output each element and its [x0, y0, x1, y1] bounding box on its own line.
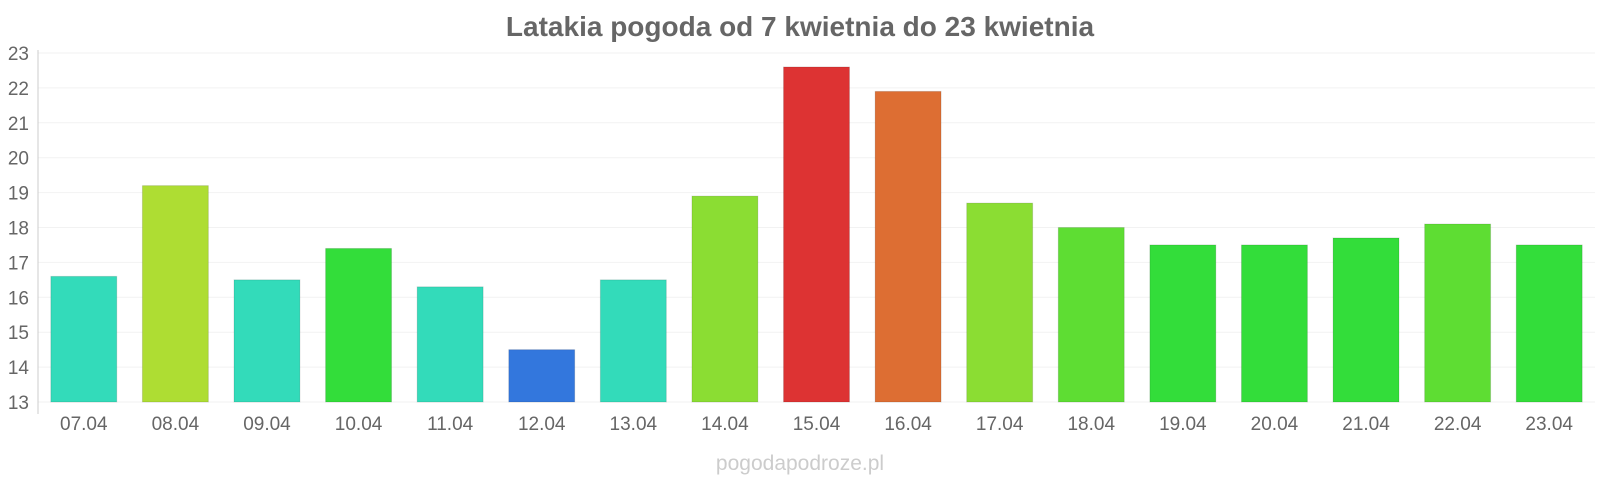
x-tick-label: 15.04: [793, 414, 841, 435]
bar-07.04: [50, 275, 118, 403]
watermark-text: pogodapodroze.pl: [716, 452, 884, 475]
y-tick-label: 13: [8, 393, 29, 414]
x-tick-label: 07.04: [60, 414, 108, 435]
x-tick-label: 19.04: [1159, 414, 1207, 435]
y-tick-label: 17: [8, 253, 29, 274]
bar-12.04: [508, 349, 576, 403]
y-tick-label: 16: [8, 288, 29, 309]
chart-title: Latakia pogoda od 7 kwietnia do 23 kwiet…: [506, 11, 1095, 42]
x-tick-label: 23.04: [1525, 414, 1573, 435]
y-tick-label: 15: [8, 323, 29, 344]
bar-15.04: [783, 66, 850, 403]
bar-16.04: [874, 90, 942, 403]
y-axis-ticks: 13 14 15 16 17 18 19 20 21 22 23: [8, 44, 30, 414]
x-axis-ticks: 07.04 08.04 09.04 10.04 11.04 12.04 13.04 14.04…: [60, 414, 1573, 435]
y-tick-label: 20: [8, 149, 29, 170]
bars: [50, 66, 1583, 403]
y-tick-label: 23: [8, 44, 29, 65]
x-tick-label: 12.04: [518, 414, 566, 435]
y-tick-label: 22: [8, 79, 29, 100]
x-tick-label: 08.04: [152, 414, 200, 435]
y-tick-label: 14: [8, 358, 30, 379]
bar-22.04: [1424, 223, 1492, 403]
bar-10.04: [325, 247, 393, 403]
bar-23.04: [1515, 244, 1583, 403]
bar-20.04: [1240, 244, 1308, 403]
bar-09.04: [233, 279, 301, 403]
x-tick-label: 16.04: [884, 414, 932, 435]
y-tick-label: 18: [8, 219, 29, 240]
x-tick-label: 21.04: [1342, 414, 1390, 435]
bar-19.04: [1149, 244, 1217, 403]
bar-17.04: [966, 202, 1034, 403]
y-tick-label: 21: [8, 114, 29, 135]
x-tick-label: 18.04: [1067, 414, 1115, 435]
x-tick-label: 20.04: [1251, 414, 1299, 435]
bar-13.04: [599, 279, 667, 403]
x-tick-label: 09.04: [243, 414, 291, 435]
bar-14.04: [691, 195, 759, 403]
bar-08.04: [141, 185, 209, 403]
x-tick-label: 13.04: [610, 414, 658, 435]
bar-18.04: [1057, 227, 1125, 403]
x-tick-label: 11.04: [427, 414, 474, 435]
y-tick-label: 19: [8, 184, 29, 205]
bar-21.04: [1332, 237, 1400, 403]
x-tick-label: 22.04: [1434, 414, 1482, 435]
x-tick-label: 10.04: [335, 414, 383, 435]
x-tick-label: 17.04: [976, 414, 1024, 435]
bar-11.04: [416, 286, 484, 403]
x-tick-label: 14.04: [701, 414, 749, 435]
